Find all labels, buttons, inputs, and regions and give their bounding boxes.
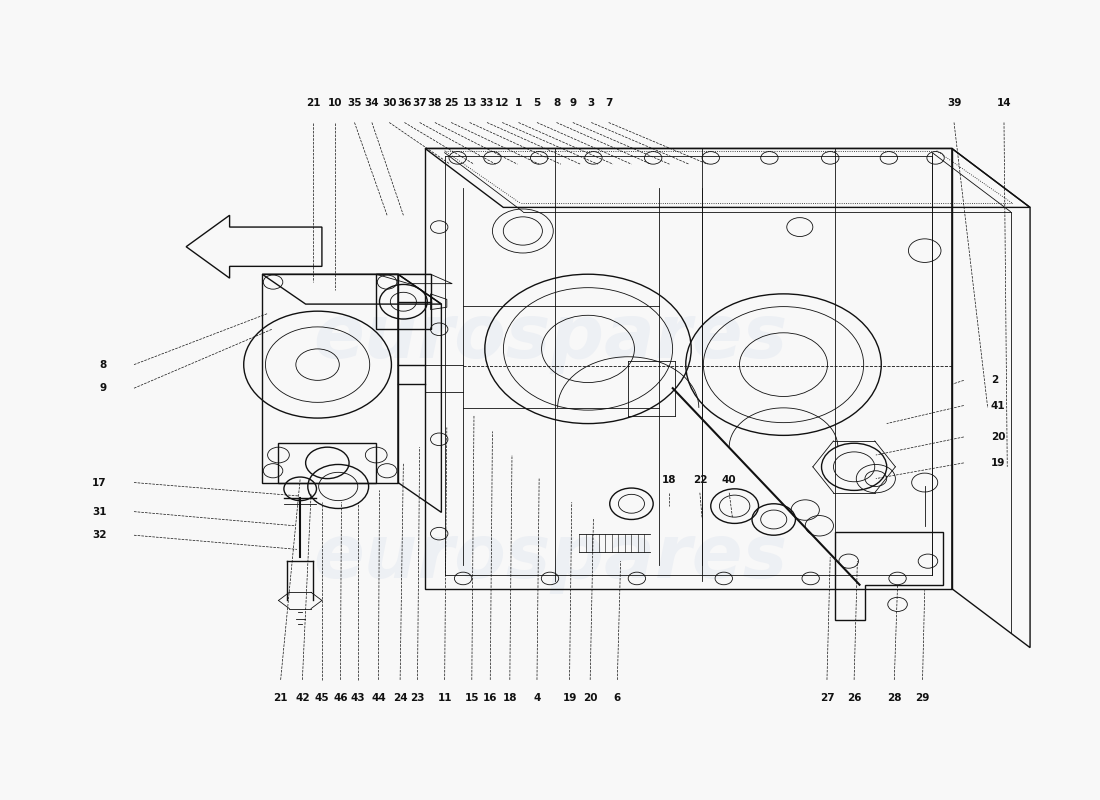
Text: 8: 8 — [553, 98, 560, 107]
Text: 9: 9 — [100, 383, 107, 394]
Text: 13: 13 — [462, 98, 477, 107]
Text: 22: 22 — [693, 475, 707, 485]
Text: 20: 20 — [583, 694, 597, 703]
Text: 29: 29 — [915, 694, 930, 703]
Text: 39: 39 — [947, 98, 961, 107]
Text: 19: 19 — [562, 694, 576, 703]
Text: eurospares: eurospares — [312, 301, 788, 374]
Text: 1: 1 — [515, 98, 522, 107]
Text: 37: 37 — [412, 98, 427, 107]
Text: 41: 41 — [991, 401, 1005, 410]
Text: 43: 43 — [351, 694, 365, 703]
Text: 33: 33 — [480, 98, 494, 107]
Text: 31: 31 — [92, 506, 107, 517]
Text: 11: 11 — [438, 694, 452, 703]
Text: 12: 12 — [495, 98, 509, 107]
Text: 25: 25 — [444, 98, 459, 107]
Text: 7: 7 — [605, 98, 613, 107]
Text: 40: 40 — [722, 475, 737, 485]
Text: 15: 15 — [464, 694, 480, 703]
Text: 10: 10 — [328, 98, 342, 107]
Text: 8: 8 — [100, 360, 107, 370]
Text: 21: 21 — [274, 694, 288, 703]
Text: 6: 6 — [614, 694, 622, 703]
Text: 30: 30 — [382, 98, 396, 107]
Text: 45: 45 — [315, 694, 329, 703]
Text: 9: 9 — [569, 98, 576, 107]
Text: 24: 24 — [393, 694, 407, 703]
Text: 42: 42 — [295, 694, 310, 703]
Text: 5: 5 — [534, 98, 540, 107]
Text: 18: 18 — [503, 694, 517, 703]
Text: 23: 23 — [410, 694, 425, 703]
Text: 3: 3 — [587, 98, 595, 107]
Text: 38: 38 — [428, 98, 442, 107]
Text: 36: 36 — [397, 98, 411, 107]
Text: 18: 18 — [662, 475, 676, 485]
Text: eurospares: eurospares — [312, 521, 788, 594]
Text: 32: 32 — [92, 530, 107, 540]
Text: 14: 14 — [997, 98, 1011, 107]
Text: 16: 16 — [483, 694, 497, 703]
Text: 17: 17 — [92, 478, 107, 487]
Text: 28: 28 — [887, 694, 902, 703]
Text: 4: 4 — [534, 694, 541, 703]
Text: 20: 20 — [991, 432, 1005, 442]
Text: 35: 35 — [348, 98, 362, 107]
Text: 27: 27 — [820, 694, 834, 703]
Text: 46: 46 — [333, 694, 348, 703]
Text: 19: 19 — [991, 458, 1005, 468]
Text: 21: 21 — [306, 98, 320, 107]
Text: 34: 34 — [364, 98, 380, 107]
Text: 44: 44 — [371, 694, 386, 703]
Text: 2: 2 — [991, 375, 998, 386]
Text: 26: 26 — [847, 694, 861, 703]
